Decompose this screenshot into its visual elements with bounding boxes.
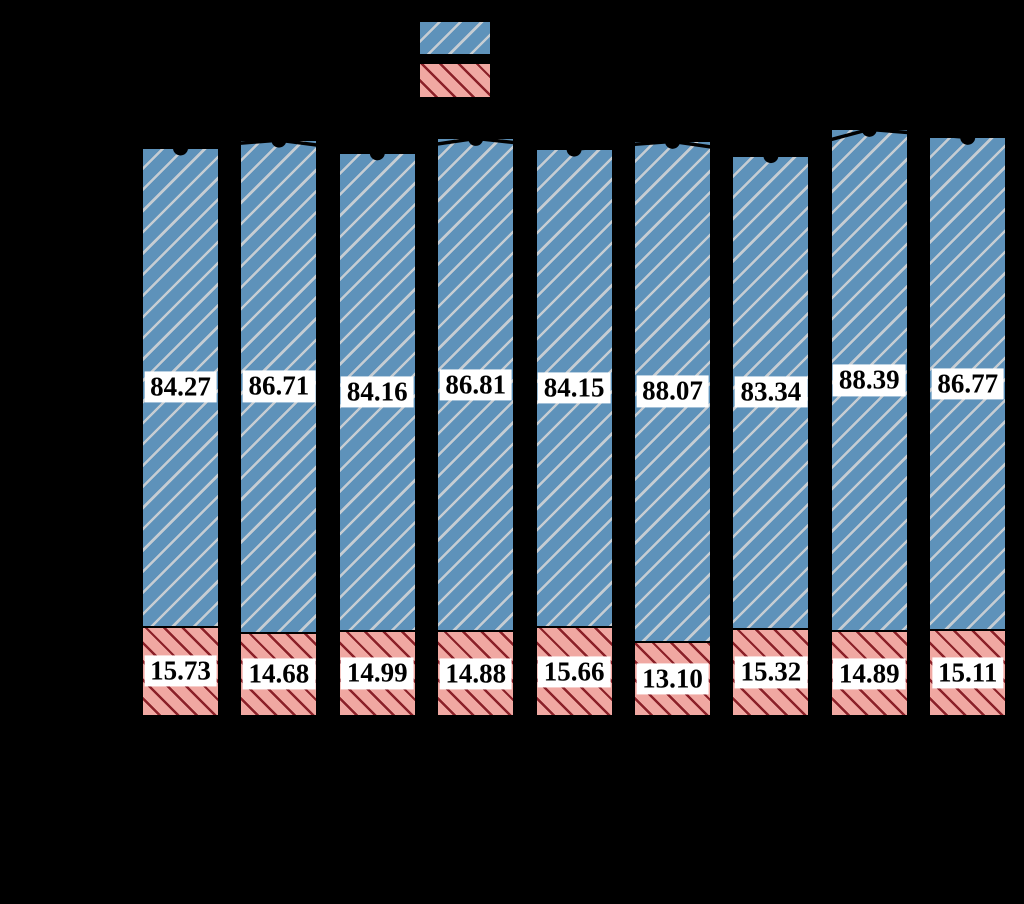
legend-swatch-pink-hatched [419, 63, 491, 98]
bar-value-label-pink: 14.99 [340, 657, 414, 689]
total-marker [763, 148, 779, 164]
bar-value-label-blue: 84.27 [144, 371, 217, 403]
legend-swatch-blue-hatched [419, 21, 491, 55]
bar-value-label-pink: 14.88 [439, 658, 513, 690]
bar-value-label-blue: 86.81 [439, 369, 513, 401]
total-marker [468, 130, 484, 146]
bar-value-label-blue: 84.16 [340, 376, 414, 408]
total-marker [271, 132, 287, 148]
bar-value-label-blue: 88.07 [636, 375, 709, 408]
bar-value-label-blue: 84.15 [537, 372, 611, 404]
bar-value-label-pink: 14.68 [242, 658, 316, 690]
bar-value-label-pink: 15.32 [734, 656, 808, 689]
total-marker [960, 129, 976, 145]
bar-value-label-pink: 15.66 [537, 655, 611, 688]
bar-value-label-blue: 83.34 [734, 376, 808, 408]
total-marker [566, 141, 582, 157]
bar-value-label-blue: 88.39 [832, 364, 906, 396]
bar-value-label-blue: 86.71 [242, 370, 316, 402]
bar-value-label-pink: 13.10 [636, 663, 709, 695]
bar-value-label-pink: 15.73 [144, 655, 217, 687]
bar-value-label-pink: 15.11 [932, 657, 1004, 689]
total-marker [173, 140, 188, 156]
bar-value-label-pink: 14.89 [832, 658, 906, 690]
bar-value-label-blue: 86.77 [931, 368, 1005, 400]
total-marker [665, 133, 680, 149]
total-marker [861, 121, 877, 137]
total-marker [369, 145, 385, 161]
